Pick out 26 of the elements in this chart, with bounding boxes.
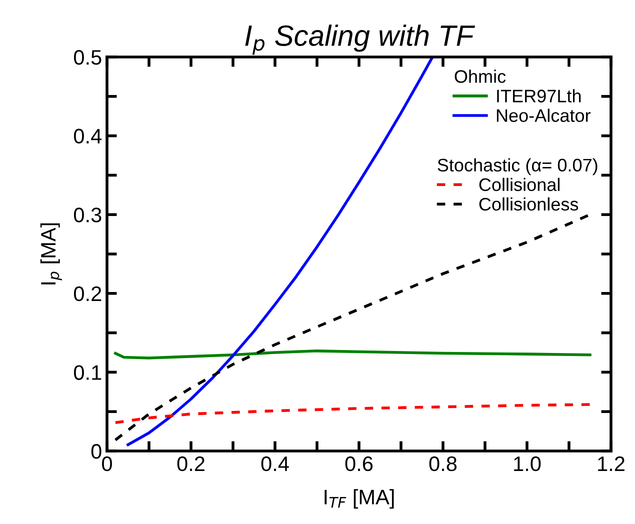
x-tick-label: 0 bbox=[102, 456, 112, 472]
line-series bbox=[114, 213, 592, 442]
x-tick-label: 0.8 bbox=[429, 456, 457, 472]
x-tick-label: 0.6 bbox=[345, 456, 373, 472]
y-tick-label: 0.5 bbox=[74, 50, 102, 65]
x-tick-label: 0.2 bbox=[177, 456, 204, 472]
legend-label: Collisional bbox=[479, 178, 560, 192]
annotation: Stochastic (α= 0.07) bbox=[438, 158, 598, 176]
y-tick-label: 0.3 bbox=[74, 208, 102, 222]
legend-title: Ohmic bbox=[454, 70, 506, 83]
legend-label: ITER97Lth bbox=[497, 89, 581, 102]
y-tick-label: 0.2 bbox=[74, 286, 102, 302]
x-axis-title: I$_{TF}$ [MA] bbox=[324, 489, 394, 509]
y-tick-label: 0.4 bbox=[74, 128, 102, 144]
y-axis-title: I$_{p}$ [MA] bbox=[40, 223, 62, 284]
chart-title: I$_{p}$ Scaling with TF bbox=[245, 24, 476, 55]
legend-label: Collisionless bbox=[479, 197, 578, 211]
line-series bbox=[114, 403, 592, 424]
line-series bbox=[126, 57, 434, 446]
legend-label: Neo-Alcator bbox=[496, 108, 591, 122]
y-tick-label: 0 bbox=[91, 444, 102, 459]
line-series bbox=[114, 350, 592, 360]
y-tick-label: 0.1 bbox=[74, 365, 102, 380]
x-tick-label: 0.4 bbox=[261, 456, 289, 472]
x-tick-label: 1.2 bbox=[598, 456, 624, 471]
x-tick-label: 1.0 bbox=[514, 456, 541, 472]
